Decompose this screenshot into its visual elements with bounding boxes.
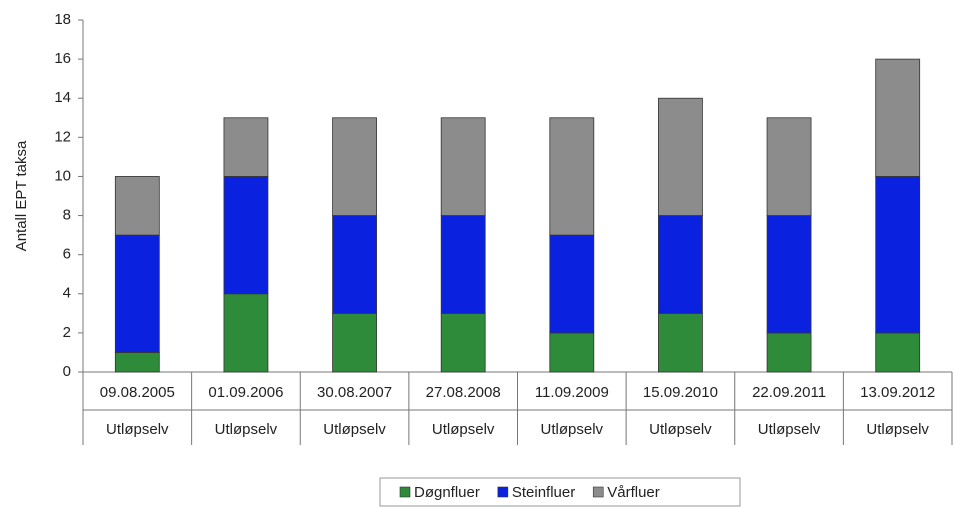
x-tick-label: 30.08.2007 bbox=[317, 384, 392, 401]
y-axis-label: Antall EPT taksa bbox=[13, 140, 30, 251]
y-tick-label: 12 bbox=[54, 128, 71, 145]
legend-label: Steinfluer bbox=[512, 484, 575, 501]
bar-segment bbox=[332, 117, 377, 216]
y-tick-label: 0 bbox=[63, 363, 71, 380]
x-tick-label: 15.09.2010 bbox=[643, 384, 718, 401]
legend-swatch bbox=[399, 486, 411, 498]
bar-segment bbox=[658, 312, 703, 373]
legend-swatch bbox=[592, 486, 604, 498]
x-subcategory-label: Utløpselv bbox=[323, 421, 386, 438]
legend-swatch bbox=[497, 486, 509, 498]
y-tick-label: 2 bbox=[63, 324, 71, 341]
bar-segment bbox=[223, 117, 269, 177]
x-tick-label: 11.09.2009 bbox=[535, 384, 609, 401]
bar-segment bbox=[114, 176, 160, 236]
bar-segment bbox=[658, 97, 703, 216]
y-tick-label: 14 bbox=[54, 89, 71, 106]
x-subcategory-label: Utløpselv bbox=[432, 421, 495, 438]
bar-segment bbox=[875, 332, 921, 373]
bar-segment bbox=[549, 117, 595, 236]
bar-segment bbox=[114, 234, 160, 353]
x-subcategory-label: Utløpselv bbox=[541, 421, 604, 438]
x-subcategory-label: Utløpselv bbox=[758, 421, 821, 438]
x-tick-label: 09.08.2005 bbox=[100, 384, 175, 401]
y-tick-label: 16 bbox=[54, 50, 71, 67]
bar-segment bbox=[114, 352, 160, 373]
bar-segment bbox=[332, 215, 377, 314]
bar-segment bbox=[658, 215, 703, 314]
bar-segment bbox=[440, 215, 486, 314]
y-tick-label: 10 bbox=[54, 167, 71, 184]
x-tick-label: 27.08.2008 bbox=[426, 384, 501, 401]
bar-segment bbox=[549, 234, 595, 334]
legend-label: Døgnfluer bbox=[414, 484, 480, 501]
bar-segment bbox=[766, 215, 812, 334]
y-tick-label: 6 bbox=[63, 246, 71, 263]
bar-segment bbox=[549, 332, 595, 373]
bar-segment bbox=[875, 176, 921, 334]
y-tick-label: 8 bbox=[63, 207, 71, 224]
x-subcategory-label: Utløpselv bbox=[649, 421, 712, 438]
x-tick-label: 01.09.2006 bbox=[208, 384, 283, 401]
bar-segment bbox=[440, 312, 486, 373]
bar-segment bbox=[223, 293, 269, 373]
x-subcategory-label: Utløpselv bbox=[215, 421, 278, 438]
legend-box bbox=[379, 477, 741, 507]
bar-segment bbox=[766, 117, 812, 216]
bar-segment bbox=[766, 332, 812, 373]
x-tick-label: 13.09.2012 bbox=[860, 384, 935, 401]
x-tick-label: 22.09.2011 bbox=[752, 384, 826, 401]
x-subcategory-label: Utløpselv bbox=[106, 421, 169, 438]
bar-segment bbox=[875, 58, 921, 177]
y-tick-label: 4 bbox=[63, 285, 71, 302]
bar-segment bbox=[440, 117, 486, 216]
bar-segment bbox=[223, 176, 269, 295]
y-tick-label: 18 bbox=[54, 11, 71, 28]
legend-label: Vårfluer bbox=[607, 484, 660, 501]
bar-segment bbox=[332, 312, 377, 373]
x-subcategory-label: Utløpselv bbox=[866, 421, 929, 438]
